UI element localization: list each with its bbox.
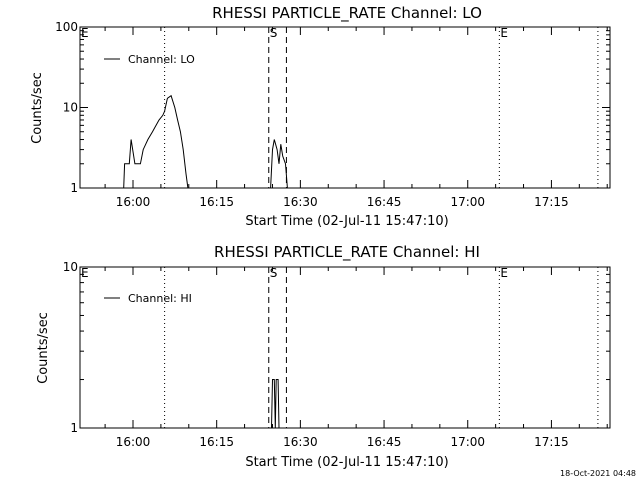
marker-label: E [500, 26, 508, 40]
y-axis-label: Counts/sec [30, 72, 45, 144]
y-tick-label: 100 [55, 20, 78, 34]
timestamp-footer: 18-Oct-2021 04:48 [560, 469, 636, 478]
legend-label: Channel: HI [128, 292, 192, 305]
y-tick-label: 1 [70, 421, 78, 435]
chart-title: RHESSI PARTICLE_RATE Channel: LO [212, 4, 482, 23]
marker-label: E [81, 266, 89, 280]
y-tick-label: 1 [70, 181, 78, 195]
series-line [272, 380, 280, 429]
x-tick-label: 17:15 [534, 435, 569, 449]
x-axis-label: Start Time (02-Jul-11 15:47:10) [245, 214, 448, 229]
y-tick-label: 10 [63, 260, 78, 274]
series-line [124, 96, 188, 188]
x-tick-label: 16:30 [283, 435, 318, 449]
x-tick-label: 16:45 [367, 195, 402, 209]
x-tick-label: 16:00 [116, 435, 151, 449]
x-tick-label: 16:45 [367, 435, 402, 449]
y-axis-label: Counts/sec [36, 312, 51, 384]
x-tick-label: 17:15 [534, 195, 569, 209]
chart-panel-lo: RHESSI PARTICLE_RATE Channel: LO 110100 … [30, 4, 610, 229]
x-axis-label: Start Time (02-Jul-11 15:47:10) [245, 455, 448, 470]
x-tick-label: 16:15 [199, 435, 234, 449]
chart-title: RHESSI PARTICLE_RATE Channel: HI [214, 243, 480, 262]
legend-label: Channel: LO [128, 53, 195, 66]
plot-frame [80, 27, 610, 188]
marker-label: S [270, 26, 278, 40]
x-tick-label: 16:30 [283, 195, 318, 209]
marker-label: E [81, 26, 89, 40]
chart-panel-hi: RHESSI PARTICLE_RATE Channel: HI 1 10 16:… [36, 243, 610, 470]
x-tick-label: 17:00 [450, 435, 485, 449]
x-tick-label: 16:15 [199, 195, 234, 209]
marker-label: E [500, 266, 508, 280]
y-tick-label: 10 [63, 101, 78, 115]
marker-label: S [270, 266, 278, 280]
series-line [271, 140, 288, 189]
x-tick-label: 16:00 [116, 195, 151, 209]
x-tick-label: 17:00 [450, 195, 485, 209]
